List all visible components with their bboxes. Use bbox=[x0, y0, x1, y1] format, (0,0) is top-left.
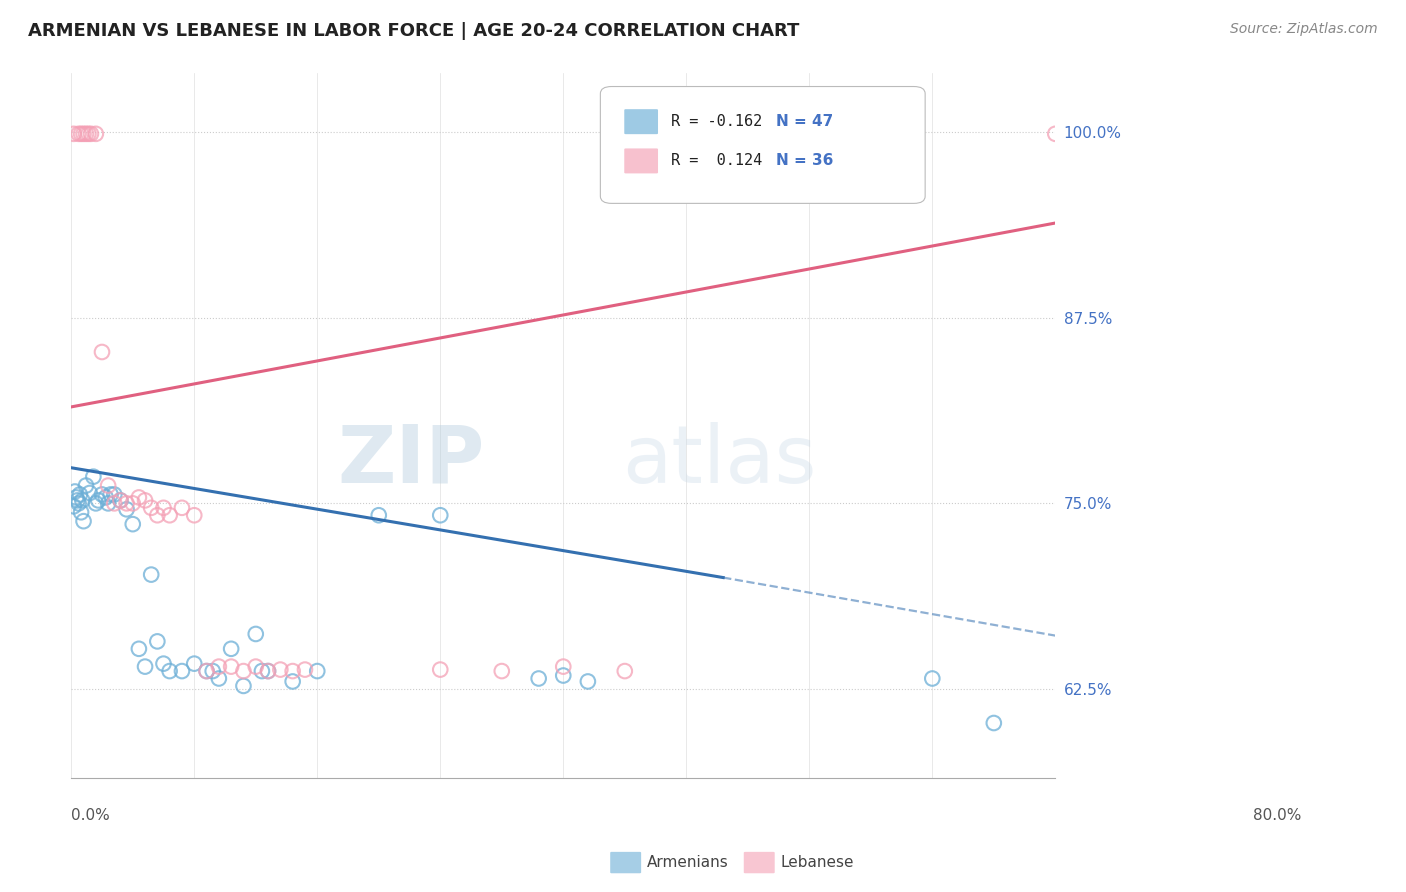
Point bbox=[72, 493, 94, 508]
Point bbox=[121, 517, 143, 532]
Point bbox=[62, 500, 84, 514]
Point bbox=[257, 664, 280, 678]
Text: 80.0%: 80.0% bbox=[1253, 808, 1302, 823]
Point bbox=[91, 487, 114, 501]
Point bbox=[84, 496, 107, 510]
Text: Lebanese: Lebanese bbox=[780, 855, 853, 870]
Point bbox=[294, 663, 316, 677]
Point bbox=[307, 664, 329, 678]
Point bbox=[134, 659, 156, 673]
Point bbox=[491, 664, 513, 678]
Point bbox=[429, 508, 451, 523]
Point bbox=[97, 478, 120, 492]
Point bbox=[245, 627, 267, 641]
Point bbox=[128, 641, 150, 656]
Text: R =  0.124: R = 0.124 bbox=[671, 153, 762, 169]
Point bbox=[67, 127, 90, 141]
Point bbox=[429, 663, 451, 677]
Point bbox=[170, 500, 193, 515]
Point bbox=[110, 493, 132, 508]
Point bbox=[146, 634, 169, 648]
Point bbox=[281, 674, 304, 689]
Text: ZIP: ZIP bbox=[337, 422, 485, 500]
Point bbox=[527, 672, 550, 686]
Text: N = 36: N = 36 bbox=[776, 153, 834, 169]
Point bbox=[115, 496, 138, 510]
Point bbox=[141, 567, 163, 582]
Point bbox=[79, 486, 101, 500]
Point bbox=[87, 493, 110, 508]
Point bbox=[62, 127, 84, 141]
Point bbox=[72, 127, 94, 141]
Point bbox=[219, 641, 242, 656]
Point bbox=[69, 487, 91, 501]
Point bbox=[72, 514, 94, 528]
Point bbox=[245, 659, 267, 673]
Point bbox=[70, 505, 93, 519]
Point bbox=[983, 716, 1005, 731]
Point bbox=[152, 500, 174, 515]
Point bbox=[65, 491, 87, 505]
Point bbox=[75, 127, 97, 141]
Point bbox=[103, 496, 125, 510]
Text: atlas: atlas bbox=[623, 422, 817, 500]
Point bbox=[63, 484, 86, 499]
Point bbox=[146, 508, 169, 523]
Point bbox=[250, 664, 273, 678]
Point bbox=[103, 487, 125, 501]
Point bbox=[159, 508, 181, 523]
Point bbox=[208, 672, 231, 686]
Point bbox=[66, 493, 89, 508]
Point bbox=[80, 127, 103, 141]
Point bbox=[152, 657, 174, 671]
Point bbox=[195, 664, 218, 678]
Text: R = -0.162: R = -0.162 bbox=[671, 114, 762, 129]
Point bbox=[70, 127, 93, 141]
Point bbox=[232, 679, 254, 693]
Text: N = 47: N = 47 bbox=[776, 114, 834, 129]
Text: Armenians: Armenians bbox=[647, 855, 728, 870]
Point bbox=[281, 664, 304, 678]
Point bbox=[269, 663, 291, 677]
Point bbox=[84, 127, 107, 141]
Text: Source: ZipAtlas.com: Source: ZipAtlas.com bbox=[1230, 22, 1378, 37]
Point bbox=[576, 674, 599, 689]
Point bbox=[613, 664, 636, 678]
Point bbox=[219, 659, 242, 673]
Point bbox=[553, 668, 575, 682]
Point bbox=[183, 508, 205, 523]
Point bbox=[201, 664, 224, 678]
Point bbox=[553, 659, 575, 673]
Point bbox=[232, 664, 254, 678]
Point bbox=[183, 657, 205, 671]
Point bbox=[170, 664, 193, 678]
Point bbox=[159, 664, 181, 678]
Point bbox=[77, 127, 100, 141]
Point bbox=[82, 469, 104, 483]
Point bbox=[110, 493, 132, 508]
Point bbox=[75, 478, 97, 492]
Point bbox=[141, 500, 163, 515]
Point bbox=[195, 664, 218, 678]
Point bbox=[121, 496, 143, 510]
Point bbox=[367, 508, 389, 523]
Point bbox=[97, 496, 120, 510]
Point bbox=[257, 664, 280, 678]
Point bbox=[115, 502, 138, 516]
Text: 0.0%: 0.0% bbox=[72, 808, 110, 823]
Point bbox=[94, 491, 117, 505]
Point bbox=[128, 491, 150, 505]
Point bbox=[921, 672, 943, 686]
Point bbox=[100, 487, 122, 501]
Point bbox=[1045, 127, 1067, 141]
Point bbox=[208, 659, 231, 673]
Point bbox=[91, 345, 114, 359]
Point bbox=[67, 496, 90, 510]
Text: ARMENIAN VS LEBANESE IN LABOR FORCE | AGE 20-24 CORRELATION CHART: ARMENIAN VS LEBANESE IN LABOR FORCE | AG… bbox=[28, 22, 800, 40]
Point bbox=[134, 493, 156, 508]
